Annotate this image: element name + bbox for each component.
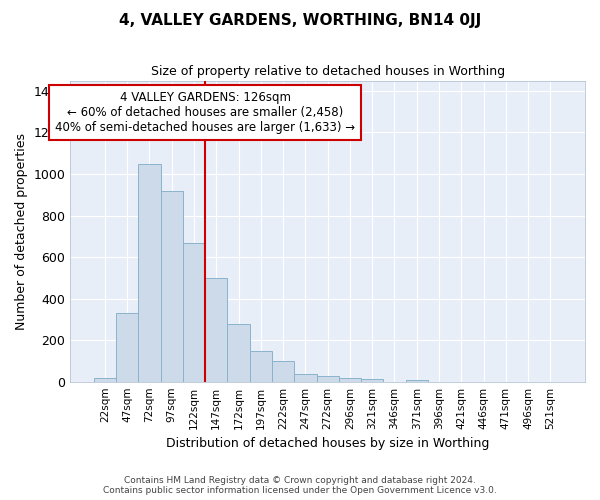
Bar	[94, 378, 116, 382]
Bar	[138, 164, 161, 382]
Text: 4 VALLEY GARDENS: 126sqm
← 60% of detached houses are smaller (2,458)
40% of sem: 4 VALLEY GARDENS: 126sqm ← 60% of detach…	[55, 91, 355, 134]
Title: Size of property relative to detached houses in Worthing: Size of property relative to detached ho…	[151, 65, 505, 78]
Y-axis label: Number of detached properties: Number of detached properties	[15, 132, 28, 330]
Bar	[317, 376, 339, 382]
Bar	[361, 378, 383, 382]
Text: 4, VALLEY GARDENS, WORTHING, BN14 0JJ: 4, VALLEY GARDENS, WORTHING, BN14 0JJ	[119, 12, 481, 28]
Bar	[183, 242, 205, 382]
Bar	[406, 380, 428, 382]
X-axis label: Distribution of detached houses by size in Worthing: Distribution of detached houses by size …	[166, 437, 490, 450]
Bar	[339, 378, 361, 382]
Bar	[294, 374, 317, 382]
Bar	[227, 324, 250, 382]
Bar	[116, 313, 138, 382]
Bar	[205, 278, 227, 382]
Bar	[250, 350, 272, 382]
Bar	[272, 361, 294, 382]
Text: Contains HM Land Registry data © Crown copyright and database right 2024.
Contai: Contains HM Land Registry data © Crown c…	[103, 476, 497, 495]
Bar	[161, 190, 183, 382]
